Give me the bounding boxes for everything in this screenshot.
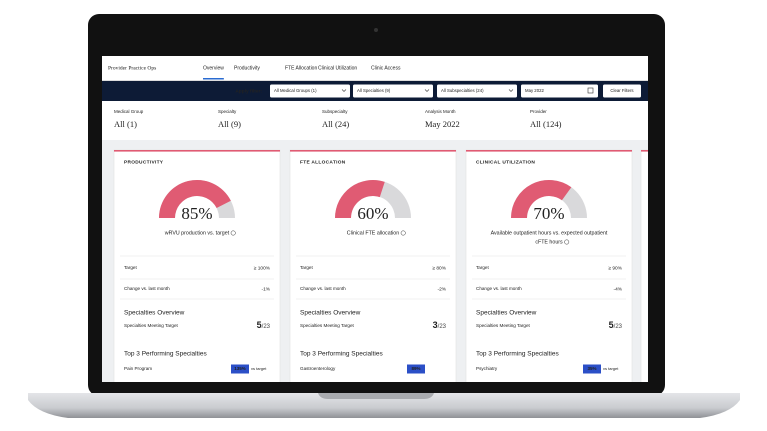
meeting-ratio: 5/23 — [257, 320, 271, 330]
gauge-value — [511, 180, 572, 218]
badge-note: vs target — [251, 366, 267, 371]
summary-label: Analysis Month — [425, 109, 456, 114]
gauge-caption: cFTE hours — [535, 239, 563, 245]
card-top-border — [641, 150, 648, 152]
clear-filters-button[interactable] — [603, 84, 641, 98]
specialty-name: Pain Program — [124, 366, 152, 371]
target-label: Target — [476, 265, 489, 270]
change-label: Change vs. last month — [124, 286, 170, 291]
overview-title: Specialties Overview — [300, 310, 361, 317]
gauge-value — [335, 180, 385, 218]
change-value: -1% — [261, 286, 270, 292]
top-title: Top 3 Performing Specialties — [476, 351, 559, 358]
value-badge — [407, 364, 425, 374]
card-top-border — [290, 150, 456, 152]
change-value: -2% — [437, 286, 446, 292]
summary-value: All (9) — [218, 119, 241, 129]
overview-title: Specialties Overview — [124, 310, 185, 317]
nav-tab[interactable]: Overview — [203, 65, 224, 71]
meeting-ratio: 3/23 — [433, 320, 447, 330]
app-title: Provider Practice Ops — [108, 65, 156, 71]
meeting-label: Specialties Meeting Target — [476, 323, 531, 328]
card-top-border — [114, 150, 280, 152]
card-partial — [640, 149, 648, 382]
value-badge — [583, 364, 601, 374]
summary-value: May 2022 — [425, 119, 460, 129]
nav-tab[interactable]: FTE Allocation — [285, 65, 317, 71]
target-label: Target — [300, 265, 313, 270]
meeting-label: Specialties Meeting Target — [300, 323, 355, 328]
filter-dropdown[interactable] — [353, 84, 433, 98]
meeting-label: Specialties Meeting Target — [124, 323, 179, 328]
nav-tab[interactable]: Clinic Access — [371, 65, 401, 71]
dropdown-text[interactable]: May 2022 — [525, 88, 544, 93]
overview-title: Specialties Overview — [476, 310, 537, 317]
meeting-count: 5 — [257, 320, 262, 330]
gauge-caption: Clinical FTE allocation — [347, 230, 399, 236]
meeting-count: 5 — [609, 320, 614, 330]
filter-dropdown[interactable] — [437, 84, 517, 98]
meeting-total: /23 — [262, 324, 271, 330]
camera — [374, 28, 378, 32]
nav-tab[interactable]: Clinical Utilization — [318, 65, 357, 71]
chevron — [508, 89, 514, 92]
info-icon[interactable] — [230, 230, 236, 236]
dropdown-text[interactable]: All Subspecialties (24) — [441, 88, 484, 93]
card-title: FTE ALLOCATION — [300, 159, 346, 165]
value-badge — [231, 364, 249, 374]
active-tab-underline — [203, 78, 224, 80]
gauge-value — [159, 179, 231, 218]
top-title: Top 3 Performing Specialties — [124, 351, 207, 358]
clear-filters-text[interactable]: Clear Filters — [610, 88, 633, 93]
laptop-base — [28, 393, 740, 418]
gauge-label: 85% — [181, 204, 212, 223]
target-value: ≥ 90% — [608, 265, 622, 271]
summary-label: Medical Group — [114, 109, 144, 114]
change-label: Change vs. last month — [476, 286, 522, 291]
card-title: PRODUCTIVITY — [124, 159, 164, 165]
chevron — [424, 89, 430, 92]
badge-value: 89% — [411, 366, 420, 371]
summary-label: Specialty — [218, 109, 237, 114]
info-icon[interactable] — [400, 230, 406, 236]
meeting-total: /23 — [614, 324, 623, 330]
gauge-caption: wRVU production vs. target — [165, 230, 230, 236]
nav-tab[interactable]: Productivity — [234, 65, 260, 71]
filter-dropdown[interactable] — [521, 84, 598, 98]
gauge-label: 60% — [357, 204, 388, 223]
meeting-total: /23 — [438, 324, 447, 330]
card-top-border — [466, 150, 632, 152]
card-title: CLINICAL UTILIZATION — [476, 159, 535, 165]
change-label: Change vs. last month — [300, 286, 346, 291]
meeting-ratio: 5/23 — [609, 320, 623, 330]
change-value: -4% — [613, 286, 622, 292]
top-title: Top 3 Performing Specialties — [300, 351, 383, 358]
filter-label: Apply filter: — [235, 88, 262, 94]
meeting-count: 3 — [433, 320, 438, 330]
badge-value: 35% — [587, 366, 596, 371]
dropdown-text[interactable]: All Specialties (9) — [357, 88, 391, 93]
gauge-caption: Available outpatient hours vs. expected … — [491, 230, 608, 236]
summary-label: Provider — [530, 109, 547, 114]
dropdown-text[interactable]: All Medical Groups (1) — [274, 88, 317, 93]
filter-dropdown[interactable] — [270, 84, 350, 98]
base-notch — [318, 393, 434, 399]
target-value: ≥ 100% — [254, 265, 271, 271]
specialty-name: Gastroenterology — [300, 366, 336, 371]
gauge-label: 70% — [533, 204, 564, 223]
target-label: Target — [124, 265, 137, 270]
screen: Provider Practice Ops Overview Productivi… — [102, 56, 648, 382]
chevron — [341, 89, 347, 92]
summary-value: All (124) — [530, 119, 562, 129]
info-icon[interactable] — [564, 239, 570, 245]
summary-value: All (24) — [322, 119, 349, 129]
badge-value: 135% — [234, 366, 246, 371]
specialty-name: Psychiatry — [476, 366, 498, 371]
badge-note: vs target — [603, 366, 619, 371]
target-value: ≥ 80% — [432, 265, 446, 271]
calendar-icon — [587, 87, 594, 94]
summary-label: Subspecialty — [322, 109, 348, 114]
summary-value: All (1) — [114, 119, 137, 129]
